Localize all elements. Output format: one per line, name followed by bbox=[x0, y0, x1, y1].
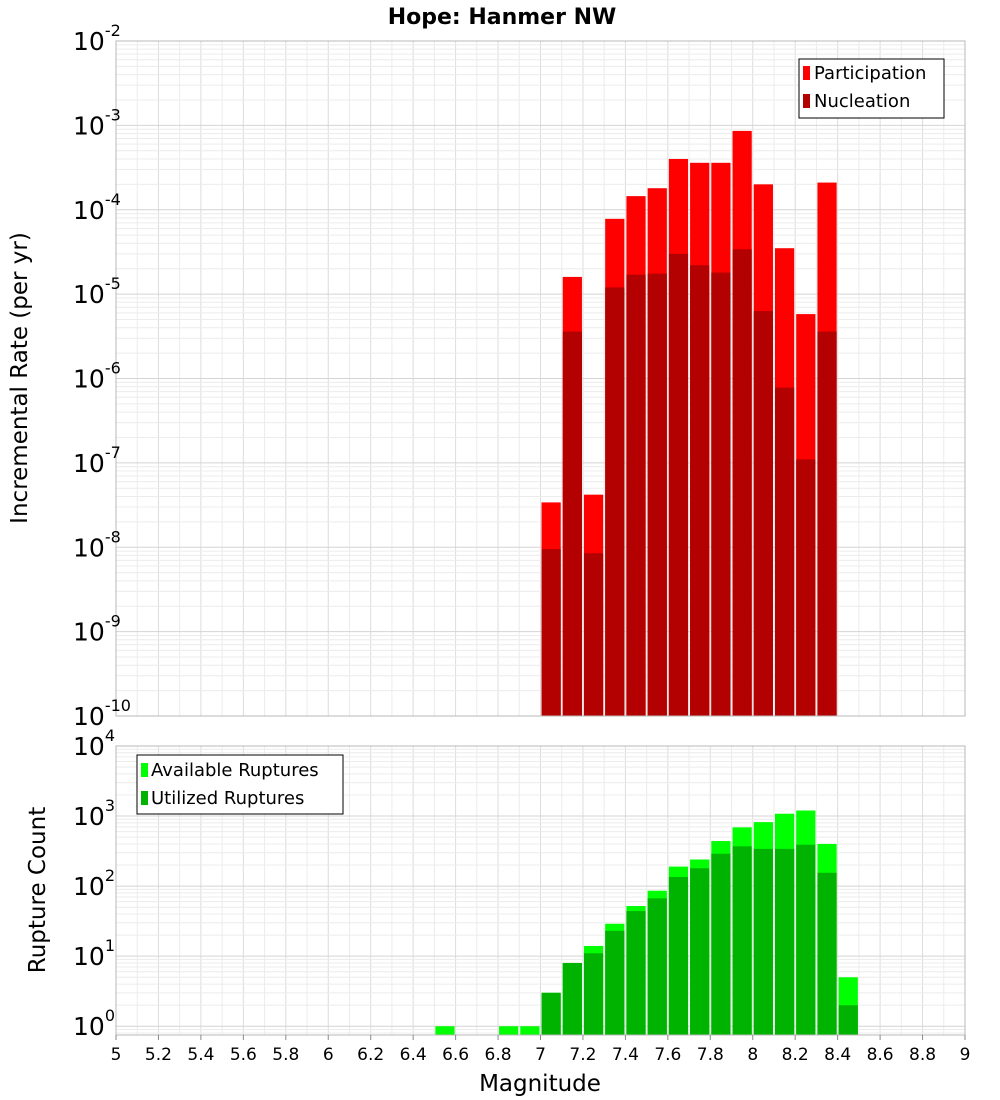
nucleation-bar bbox=[817, 331, 837, 716]
x-tick-label: 7.4 bbox=[612, 1045, 639, 1065]
rate-panel: 10-10 10-9 10-8 10-7 10-6 10-5 10-4 10-3 10-2 In… bbox=[7, 21, 966, 731]
rate-legend: Participation Nucleation bbox=[798, 58, 945, 119]
x-tick-label: 5.8 bbox=[272, 1045, 299, 1065]
rate-plot-frame bbox=[115, 40, 966, 717]
legend-utilized-label: Utilized Ruptures bbox=[151, 788, 304, 809]
utilized-ruptures-bar bbox=[562, 962, 582, 1035]
rate-legend-box bbox=[798, 58, 945, 119]
nucleation-bar bbox=[711, 272, 731, 716]
count-y-axis-label: Rupture Count bbox=[25, 807, 51, 973]
nucleation-bar bbox=[668, 253, 689, 716]
x-tick-label: 5.6 bbox=[230, 1045, 257, 1065]
chart-title: Hope: Hanmer NW bbox=[388, 5, 617, 30]
utilized-ruptures-bar bbox=[817, 872, 837, 1035]
x-tick-label: 8 bbox=[747, 1045, 758, 1065]
count-y-tick-label: 100 bbox=[73, 1006, 115, 1041]
legend-available-label: Available Ruptures bbox=[151, 760, 319, 781]
x-tick-label: 7.8 bbox=[697, 1045, 724, 1065]
legend-participation-swatch bbox=[803, 66, 810, 80]
rate-y-tick-label: 10-8 bbox=[73, 527, 121, 562]
utilized-ruptures-bar bbox=[838, 1005, 858, 1035]
nucleation-bar bbox=[796, 459, 816, 716]
rate-y-tick-label: 10-2 bbox=[73, 21, 121, 56]
x-tick-label: 9 bbox=[960, 1045, 971, 1065]
x-axis-label: Magnitude bbox=[479, 1071, 601, 1097]
magnitude-x-ticks: 5 5.2 5.4 5.6 5.8 6 6.2 6.4 6.6 6.8 7 7.2 7.4 7.6 7.8 8… bbox=[111, 1035, 971, 1065]
legend-available-swatch bbox=[141, 763, 148, 777]
rate-y-tick-label: 10-10 bbox=[73, 696, 131, 731]
utilized-ruptures-bar bbox=[796, 844, 816, 1035]
nucleation-bar bbox=[583, 553, 604, 716]
x-tick-label: 6.8 bbox=[485, 1045, 512, 1065]
rate-y-ticks: 10-10 10-9 10-8 10-7 10-6 10-5 10-4 10-3 10-2 bbox=[73, 21, 131, 731]
count-y-tick-label: 101 bbox=[73, 936, 115, 971]
count-panel: 100 101 102 103 104 5 5.2 5.4 5.6 5.8 6 6.2 6.4 6.6 6… bbox=[25, 726, 970, 1097]
nucleation-bar bbox=[732, 249, 752, 716]
count-legend-box bbox=[136, 754, 344, 815]
nucleation-bar bbox=[541, 549, 561, 716]
rate-y-axis-label: Incremental Rate (per yr) bbox=[7, 232, 33, 524]
rate-y-tick-label: 10-7 bbox=[73, 443, 121, 478]
utilized-ruptures-bar bbox=[732, 846, 752, 1035]
count-y-tick-label: 103 bbox=[73, 796, 115, 831]
x-tick-label: 5 bbox=[111, 1045, 122, 1065]
rate-y-tick-label: 10-9 bbox=[73, 612, 121, 647]
nucleation-bar bbox=[605, 287, 625, 716]
count-legend: Available Ruptures Utilized Ruptures bbox=[136, 754, 344, 815]
x-tick-label: 6 bbox=[323, 1045, 334, 1065]
rate-y-tick-label: 10-3 bbox=[73, 105, 121, 140]
count-y-tick-label: 104 bbox=[73, 726, 115, 761]
rate-y-tick-label: 10-4 bbox=[73, 190, 121, 225]
x-tick-label: 8.6 bbox=[867, 1045, 894, 1065]
available-ruptures-bar bbox=[520, 1026, 540, 1035]
x-tick-label: 8.8 bbox=[909, 1045, 936, 1065]
x-tick-label: 5.4 bbox=[187, 1045, 214, 1065]
legend-nucleation-label: Nucleation bbox=[814, 91, 910, 112]
utilized-ruptures-bar bbox=[711, 853, 731, 1035]
x-tick-label: 7 bbox=[535, 1045, 546, 1065]
available-ruptures-bar bbox=[499, 1026, 519, 1035]
legend-utilized-swatch bbox=[141, 791, 148, 805]
x-tick-label: 7.6 bbox=[654, 1045, 681, 1065]
count-bars bbox=[435, 810, 858, 1035]
utilized-ruptures-bar bbox=[541, 992, 561, 1035]
nucleation-bar bbox=[647, 273, 667, 716]
nucleation-bar bbox=[690, 265, 710, 716]
x-tick-label: 7.2 bbox=[569, 1045, 596, 1065]
rate-y-tick-label: 10-6 bbox=[73, 359, 121, 394]
nucleation-bar bbox=[753, 311, 773, 716]
x-tick-label: 6.4 bbox=[400, 1045, 427, 1065]
legend-nucleation-swatch bbox=[803, 94, 810, 108]
nucleation-bar bbox=[562, 331, 582, 716]
count-y-tick-label: 102 bbox=[73, 866, 115, 901]
utilized-ruptures-bar bbox=[583, 953, 604, 1035]
count-y-ticks: 100 101 102 103 104 bbox=[73, 726, 115, 1041]
utilized-ruptures-bar bbox=[605, 930, 625, 1035]
rate-grid bbox=[115, 40, 966, 717]
legend-participation-label: Participation bbox=[814, 63, 926, 84]
rate-y-tick-label: 10-5 bbox=[73, 274, 121, 309]
utilized-ruptures-bar bbox=[774, 848, 795, 1035]
nucleation-bar bbox=[774, 387, 795, 716]
x-tick-label: 6.2 bbox=[357, 1045, 384, 1065]
x-tick-label: 8.4 bbox=[824, 1045, 851, 1065]
utilized-ruptures-bar bbox=[647, 898, 667, 1035]
utilized-ruptures-bar bbox=[626, 911, 646, 1035]
x-tick-label: 6.6 bbox=[442, 1045, 469, 1065]
utilized-ruptures-bar bbox=[668, 876, 689, 1035]
x-tick-label: 8.2 bbox=[782, 1045, 809, 1065]
utilized-ruptures-bar bbox=[690, 868, 710, 1035]
available-ruptures-bar bbox=[435, 1026, 455, 1035]
nucleation-bar bbox=[626, 274, 646, 716]
x-tick-label: 5.2 bbox=[145, 1045, 172, 1065]
utilized-ruptures-bar bbox=[753, 848, 773, 1035]
rate-bars bbox=[541, 130, 837, 717]
